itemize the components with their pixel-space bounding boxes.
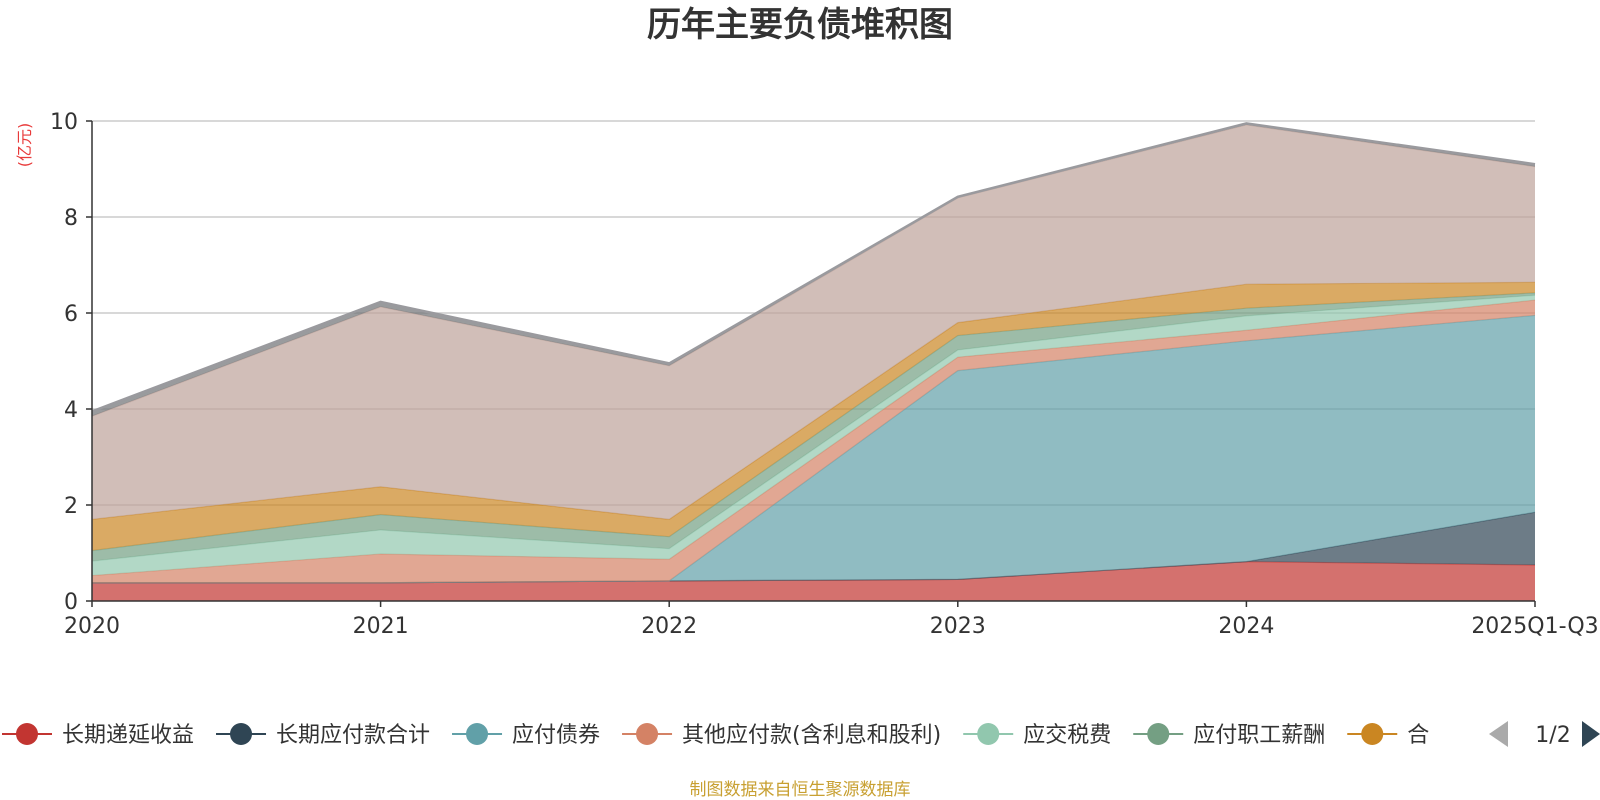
- legend-marker-6: [1361, 723, 1384, 745]
- chart-title: 历年主要负债堆积图: [647, 5, 953, 45]
- x-tick-label-5: 2025Q1-Q3: [1471, 614, 1598, 639]
- stack-top-outline: [91, 122, 1536, 413]
- legend-prev-page-icon[interactable]: [1489, 721, 1508, 747]
- legend-next-page-icon[interactable]: [1582, 721, 1600, 747]
- legend-items: 长期递延收益 长期应付款合计 应付债券 其他应付款(含利息和股利) 应交税费 应付职工薪酬…: [2, 723, 1429, 748]
- legend-marker-4: [977, 723, 1000, 745]
- legend-label-5: 应付职工薪酬: [1193, 723, 1325, 748]
- legend-marker-0: [16, 723, 38, 745]
- legend-label-0: 长期递延收益: [62, 723, 194, 748]
- area-series-4: [92, 295, 1535, 576]
- area-series-5: [92, 292, 1535, 562]
- legend-item-6[interactable]: 合: [1347, 723, 1429, 748]
- legend-item-3[interactable]: 其他应付款(含利息和股利): [622, 723, 941, 748]
- legend-item-1[interactable]: 长期应付款合计: [216, 723, 430, 748]
- legend-item-0[interactable]: 长期递延收益: [2, 723, 194, 748]
- legend-label-1: 长期应付款合计: [276, 723, 430, 748]
- area-series-6: [92, 282, 1535, 551]
- x-tick-label-1: 2021: [353, 614, 409, 639]
- axes: 0 2 4 6 8 10 2020 2021 2022 2023 2024 2025Q1-Q3: [50, 110, 1599, 639]
- legend-label-6: 合: [1407, 723, 1429, 748]
- legend-item-5[interactable]: 应付职工薪酬: [1133, 723, 1325, 748]
- legend-marker-2: [466, 723, 489, 745]
- x-tick-label-3: 2023: [930, 614, 986, 639]
- legend-item-2[interactable]: 应付债券: [452, 723, 600, 748]
- area-series-2: [92, 315, 1535, 583]
- legend-page-indicator: 1/2: [1535, 723, 1570, 748]
- legend-label-3: 其他应付款(含利息和股利): [682, 723, 941, 748]
- x-tick-label-0: 2020: [64, 614, 120, 639]
- legend-marker-1: [230, 723, 253, 745]
- y-tick-label-0: 0: [64, 590, 78, 615]
- legend-item-4[interactable]: 应交税费: [963, 723, 1111, 748]
- y-tick-label-3: 6: [64, 302, 78, 327]
- source-note: 制图数据来自恒生聚源数据库: [690, 780, 911, 800]
- y-tick-label-1: 2: [64, 494, 78, 519]
- legend-marker-5: [1147, 723, 1170, 745]
- legend: 长期递延收益 长期应付款合计 应付债券 其他应付款(含利息和股利) 应交税费 应付职工薪酬…: [2, 721, 1600, 748]
- y-tick-label-4: 8: [64, 206, 78, 231]
- area-series-group: [91, 122, 1536, 601]
- y-axis-unit-label: (亿元): [15, 123, 34, 168]
- area-series-7: [92, 124, 1535, 520]
- legend-marker-3: [636, 723, 659, 745]
- area-series-0: [92, 561, 1535, 601]
- y-tick-label-5: 10: [50, 110, 78, 135]
- x-tick-label-4: 2024: [1218, 614, 1274, 639]
- legend-label-2: 应付债券: [512, 723, 600, 748]
- y-tick-label-2: 4: [64, 398, 78, 423]
- x-tick-label-2: 2022: [641, 614, 697, 639]
- legend-label-4: 应交税费: [1023, 723, 1111, 748]
